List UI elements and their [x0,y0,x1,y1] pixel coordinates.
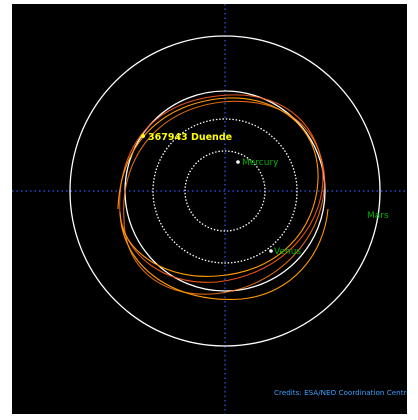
venus-marker [269,249,273,253]
asteroid-trail-red-2 [123,100,326,295]
asteroid-trail-orange-1 [117,97,319,277]
orbit-diagram-svg: 367943 Duende Mercury Venus Mars Credits… [12,4,407,414]
venus-orbit [152,118,298,264]
mars-label: Mars [367,211,389,221]
orbit-diagram: 367943 Duende Mercury Venus Mars Credits… [12,4,407,414]
venus-label: Venus [274,247,301,257]
mercury-marker [236,160,240,164]
asteroid-label: 367943 Duende [148,132,232,143]
mercury-orbit [184,150,266,232]
mars-orbit [69,35,381,347]
credits-label: Credits: ESA/NEO Coordination Centre [274,388,407,397]
asteroid-trail-orange-2 [119,208,329,301]
asteroid-trail-red-1 [119,94,324,283]
asteroid-marker [141,134,145,138]
mercury-label: Mercury [242,158,279,168]
